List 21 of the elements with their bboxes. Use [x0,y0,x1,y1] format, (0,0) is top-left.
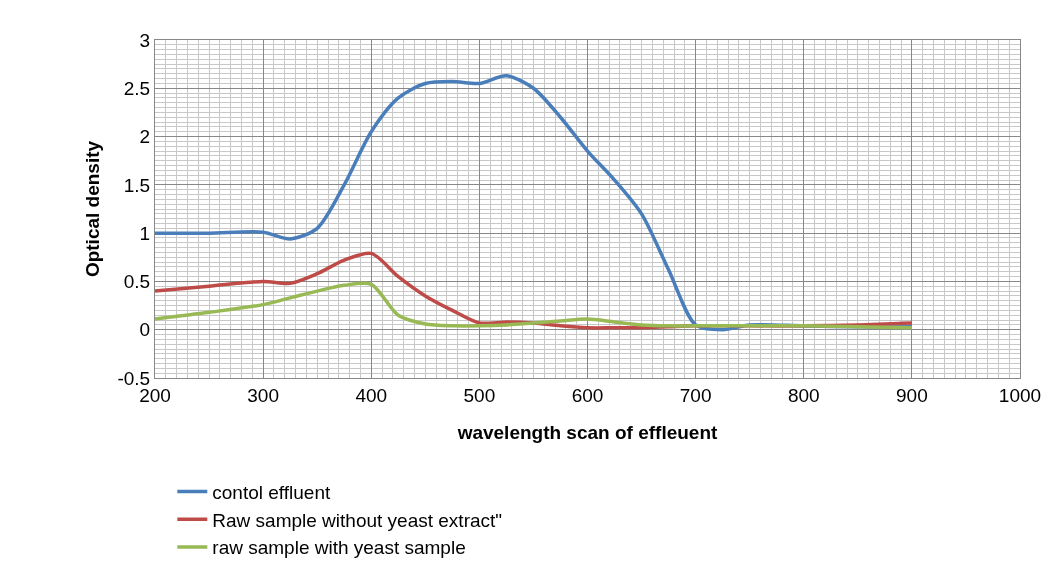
x-tick-label: 1000 [998,384,1042,406]
y-tick-label: 0.5 [123,271,151,293]
x-tick-label: 700 [679,384,712,406]
legend-label: Raw sample without yeast extract" [212,509,503,531]
line-series [155,281,914,330]
legend-label: raw sample with yeast sample [212,537,466,559]
legend-label: contol effluent [212,481,331,503]
y-tick-label: 0 [139,319,151,341]
y-tick-label: 1.5 [123,174,151,196]
x-tick-label: 500 [463,384,496,406]
x-tick-label: 900 [896,384,928,406]
y-axis-title: Optical density [82,140,104,278]
y-tick-label: 3 [139,29,151,51]
x-tick-label: 600 [571,384,604,406]
y-tick-label: 1 [139,222,151,244]
x-tick-label: 400 [355,384,388,406]
x-tick-label: 300 [247,384,279,406]
y-tick-label: 2.5 [123,77,151,99]
x-axis-title: wavelength scan of effleuent [456,421,719,443]
x-tick-label: 800 [787,384,820,406]
y-tick-label: 2 [139,126,151,148]
